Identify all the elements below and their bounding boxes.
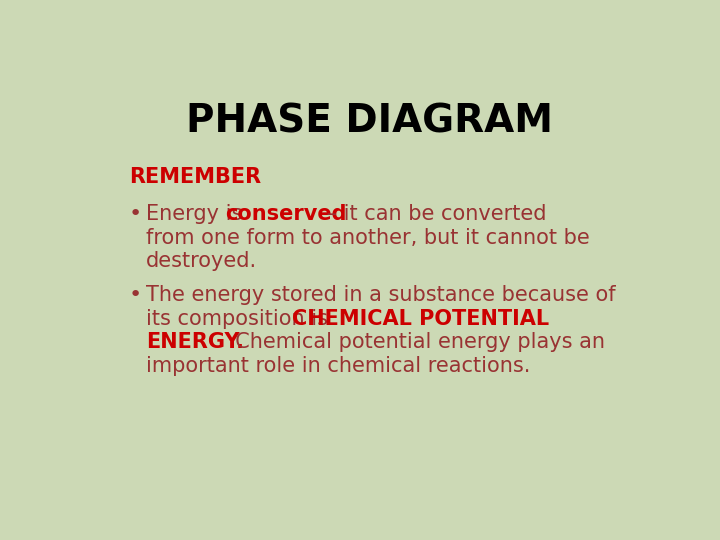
- Text: important role in chemical reactions.: important role in chemical reactions.: [145, 356, 530, 376]
- Text: Energy is: Energy is: [145, 204, 249, 224]
- Text: PHASE DIAGRAM: PHASE DIAGRAM: [186, 102, 552, 140]
- Text: destroyed.: destroyed.: [145, 251, 257, 271]
- Text: Chemical potential energy plays an: Chemical potential energy plays an: [222, 332, 605, 352]
- Text: conserved: conserved: [225, 204, 347, 224]
- Text: – it can be converted: – it can be converted: [320, 204, 546, 224]
- Text: •: •: [129, 285, 143, 305]
- Text: REMEMBER: REMEMBER: [129, 167, 261, 187]
- Text: •: •: [129, 204, 143, 224]
- Text: ENERGY.: ENERGY.: [145, 332, 244, 352]
- Text: The energy stored in a substance because of: The energy stored in a substance because…: [145, 285, 616, 305]
- Text: CHEMICAL POTENTIAL: CHEMICAL POTENTIAL: [292, 308, 549, 329]
- Text: its composition is: its composition is: [145, 308, 334, 329]
- Text: from one form to another, but it cannot be: from one form to another, but it cannot …: [145, 228, 590, 248]
